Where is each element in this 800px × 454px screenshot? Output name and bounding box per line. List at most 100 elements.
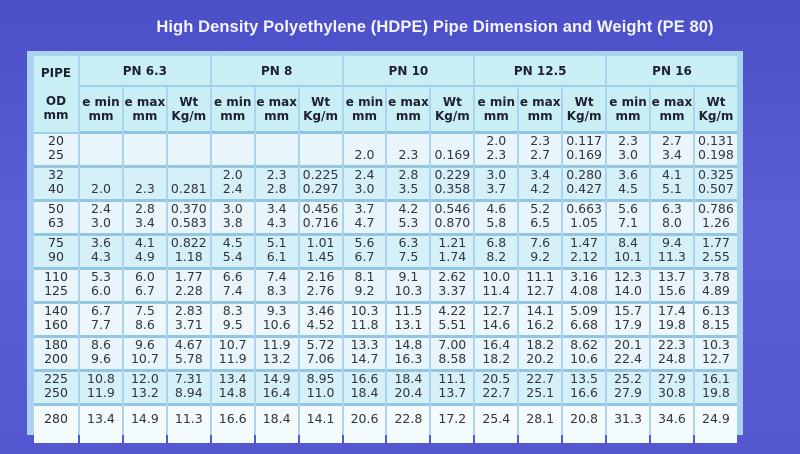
- cell-value: 11.5: [394, 303, 423, 318]
- value-cell: 4.5 5.4: [211, 236, 254, 270]
- value-cell: 0.281: [167, 168, 210, 202]
- cell-value: 3.78: [702, 269, 730, 284]
- table-row: 50 63 2.4 3.0 2.8 3.4 0.370 0.583 3.0 3.8 3.4 4.3 0.…: [34, 202, 737, 236]
- value-cell: 5.09 6.68: [563, 304, 606, 338]
- value-cell: 14.9: [123, 406, 166, 443]
- column-header: Wt Kg/m: [563, 87, 606, 134]
- cell-value: 6.7: [354, 249, 375, 264]
- column-header: e max mm: [123, 87, 166, 134]
- value-cell: 0.169: [431, 134, 474, 168]
- value-cell: 2.3 2.8: [255, 168, 298, 202]
- value-cell: 3.46 4.52: [299, 304, 342, 338]
- cell-value: 4.22: [438, 303, 467, 318]
- cell-value: 13.5: [570, 371, 599, 386]
- value-cell: 12.0 13.2: [123, 371, 166, 406]
- cell-value: 9.4: [662, 235, 682, 250]
- cell-value: 2.4: [222, 181, 243, 196]
- value-cell: 9.6 10.7: [123, 338, 166, 372]
- column-header: Wt Kg/m: [299, 87, 342, 134]
- pipe-od-cell: 50 63: [34, 202, 78, 236]
- column-header: Wt Kg/m: [694, 87, 737, 134]
- cell-value: 19.8: [702, 385, 730, 400]
- value-cell: 1.21 1.74: [431, 236, 474, 270]
- value-cell: 10.0 11.4: [475, 270, 518, 304]
- cell-value: [256, 426, 298, 440]
- cell-value: 4.89: [702, 283, 730, 298]
- cell-value: 8.2: [486, 249, 507, 264]
- cell-value: 2.55: [702, 249, 730, 264]
- cell-value: 3.4: [266, 201, 287, 216]
- value-cell: 0.225 0.297: [299, 167, 342, 202]
- cell-value: 20.8: [570, 411, 599, 426]
- page-title: High Density Polyethylene (HDPE) Pipe Di…: [156, 18, 714, 36]
- cell-value: 0.456: [302, 201, 339, 216]
- cell-value: 6.8: [486, 235, 507, 250]
- cell-value: 20.6: [350, 411, 379, 426]
- table-row: 110 125 5.3 6.0 6.0 6.7 1.77 2.28 6.6 7.4 7.4 8.3 2.…: [34, 270, 737, 304]
- column-header: e min mm: [80, 87, 122, 134]
- cell-value: 0.583: [170, 215, 207, 230]
- cell-value: 16.4: [482, 337, 511, 352]
- column-header-label: Wt: [442, 95, 462, 109]
- cell-value: 3.71: [174, 317, 203, 332]
- column-header-label: e max: [388, 95, 429, 109]
- value-cell: 18.4 20.4: [387, 372, 430, 406]
- cell-value: [387, 426, 429, 440]
- cell-value: 17.4: [658, 303, 686, 318]
- cell-value: 4.1: [134, 235, 155, 250]
- value-cell: 6.3 8.0: [650, 202, 693, 236]
- cell-value: 16.6: [570, 385, 599, 400]
- cell-value: 6.0: [91, 283, 111, 298]
- value-cell: 2.3 3.0: [607, 134, 649, 168]
- value-cell: 13.5 16.6: [563, 371, 606, 406]
- cell-value: 3.0: [486, 167, 507, 182]
- value-cell: 11.3: [167, 406, 210, 443]
- value-cell: 13.7 15.6: [650, 270, 693, 304]
- value-cell: 31.3: [607, 406, 649, 443]
- cell-value: 13.1: [394, 317, 423, 332]
- cell-value: 13.3: [350, 337, 379, 352]
- cell-value: 1.74: [438, 249, 467, 264]
- column-header-unit: mm: [132, 109, 158, 123]
- cell-value: 8.6: [91, 337, 111, 352]
- value-cell: 16.1 19.8: [694, 372, 737, 406]
- cell-value: 9.1: [398, 269, 419, 284]
- cell-value: 12.0: [130, 371, 159, 386]
- pipe-dimension-table-frame: PIPE OD mm PN 6.3 PN 8 PN 10 PN 12.5 PN …: [27, 51, 743, 443]
- value-cell: 0.229 0.358: [431, 168, 474, 202]
- value-cell: 4.6 5.8: [475, 202, 518, 236]
- value-cell: 5.1 6.1: [255, 236, 298, 270]
- value-cell: 2.83 3.71: [167, 304, 210, 338]
- column-header: e min mm: [211, 87, 254, 134]
- cell-value: 14.9: [262, 371, 291, 386]
- cell-value: 3.0: [618, 147, 638, 162]
- cell-value: 5.1: [662, 181, 682, 196]
- pn-header: PN 6.3: [80, 56, 210, 87]
- cell-value: 11.4: [482, 283, 511, 298]
- cell-value: 0.822: [170, 235, 207, 250]
- cell-value: 1.01: [306, 235, 335, 250]
- cell-value: 3.4: [662, 147, 682, 162]
- cell-value: [212, 426, 254, 440]
- column-header-unit: mm: [264, 109, 290, 123]
- value-cell: 2.62 3.37: [431, 270, 474, 304]
- cell-value: 0.225: [302, 167, 339, 182]
- cell-value: 4.9: [134, 249, 155, 264]
- cell-value: 0.786: [698, 201, 734, 216]
- cell-value: 3.0: [91, 215, 111, 230]
- value-cell: 20.1 22.4: [607, 338, 649, 372]
- value-cell: 1.01 1.45: [299, 235, 342, 270]
- column-header-unit: mm: [659, 109, 685, 123]
- cell-value: 20.5: [482, 371, 511, 386]
- column-header-unit: Kg/m: [434, 109, 470, 123]
- cell-value: 8.94: [174, 385, 203, 400]
- cell-value: 0.427: [566, 181, 602, 196]
- column-header-label: e min: [609, 95, 647, 109]
- column-header-unit: mm: [483, 109, 509, 123]
- cell-value: 7.5: [134, 303, 155, 318]
- cell-value: [519, 426, 561, 440]
- value-cell: 2.8 3.4: [123, 202, 166, 236]
- cell-value: 3.37: [438, 283, 467, 298]
- column-header-label: e max: [519, 95, 561, 109]
- value-cell: 3.7 4.7: [343, 202, 386, 236]
